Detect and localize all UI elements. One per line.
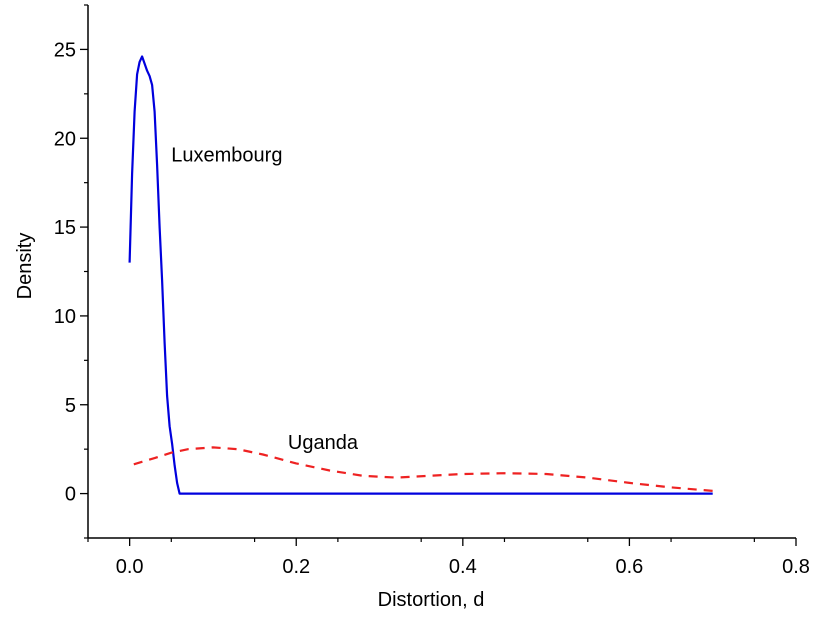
series-layer: [128, 55, 713, 495]
y-tick-label: 10: [54, 306, 76, 328]
annotation-luxembourg: Luxembourg: [171, 144, 282, 166]
x-tick-label: 0.8: [782, 556, 810, 578]
y-tick-label: 25: [54, 39, 76, 61]
y-tick-label: 0: [65, 484, 76, 506]
y-axis-title: Density: [14, 233, 36, 300]
annotation-uganda: Uganda: [288, 432, 359, 454]
y-tick-label: 20: [54, 128, 76, 150]
x-tick-label: 0.2: [282, 556, 310, 578]
annotations: Luxembourg Uganda: [171, 144, 359, 454]
x-tick-label: 0.0: [116, 556, 144, 578]
axes: 0.0 0.2 0.4 0.6 0.8 0 5 10 15 20 25: [54, 4, 810, 578]
x-tick-label: 0.6: [616, 556, 644, 578]
y-tick-label: 5: [65, 395, 76, 417]
x-tick-label: 0.4: [449, 556, 477, 578]
series-line-uganda: [133, 446, 713, 492]
series-line-luxembourg: [128, 55, 713, 495]
y-tick-label: 15: [54, 217, 76, 239]
x-axis-title: Distortion, d: [378, 589, 485, 611]
